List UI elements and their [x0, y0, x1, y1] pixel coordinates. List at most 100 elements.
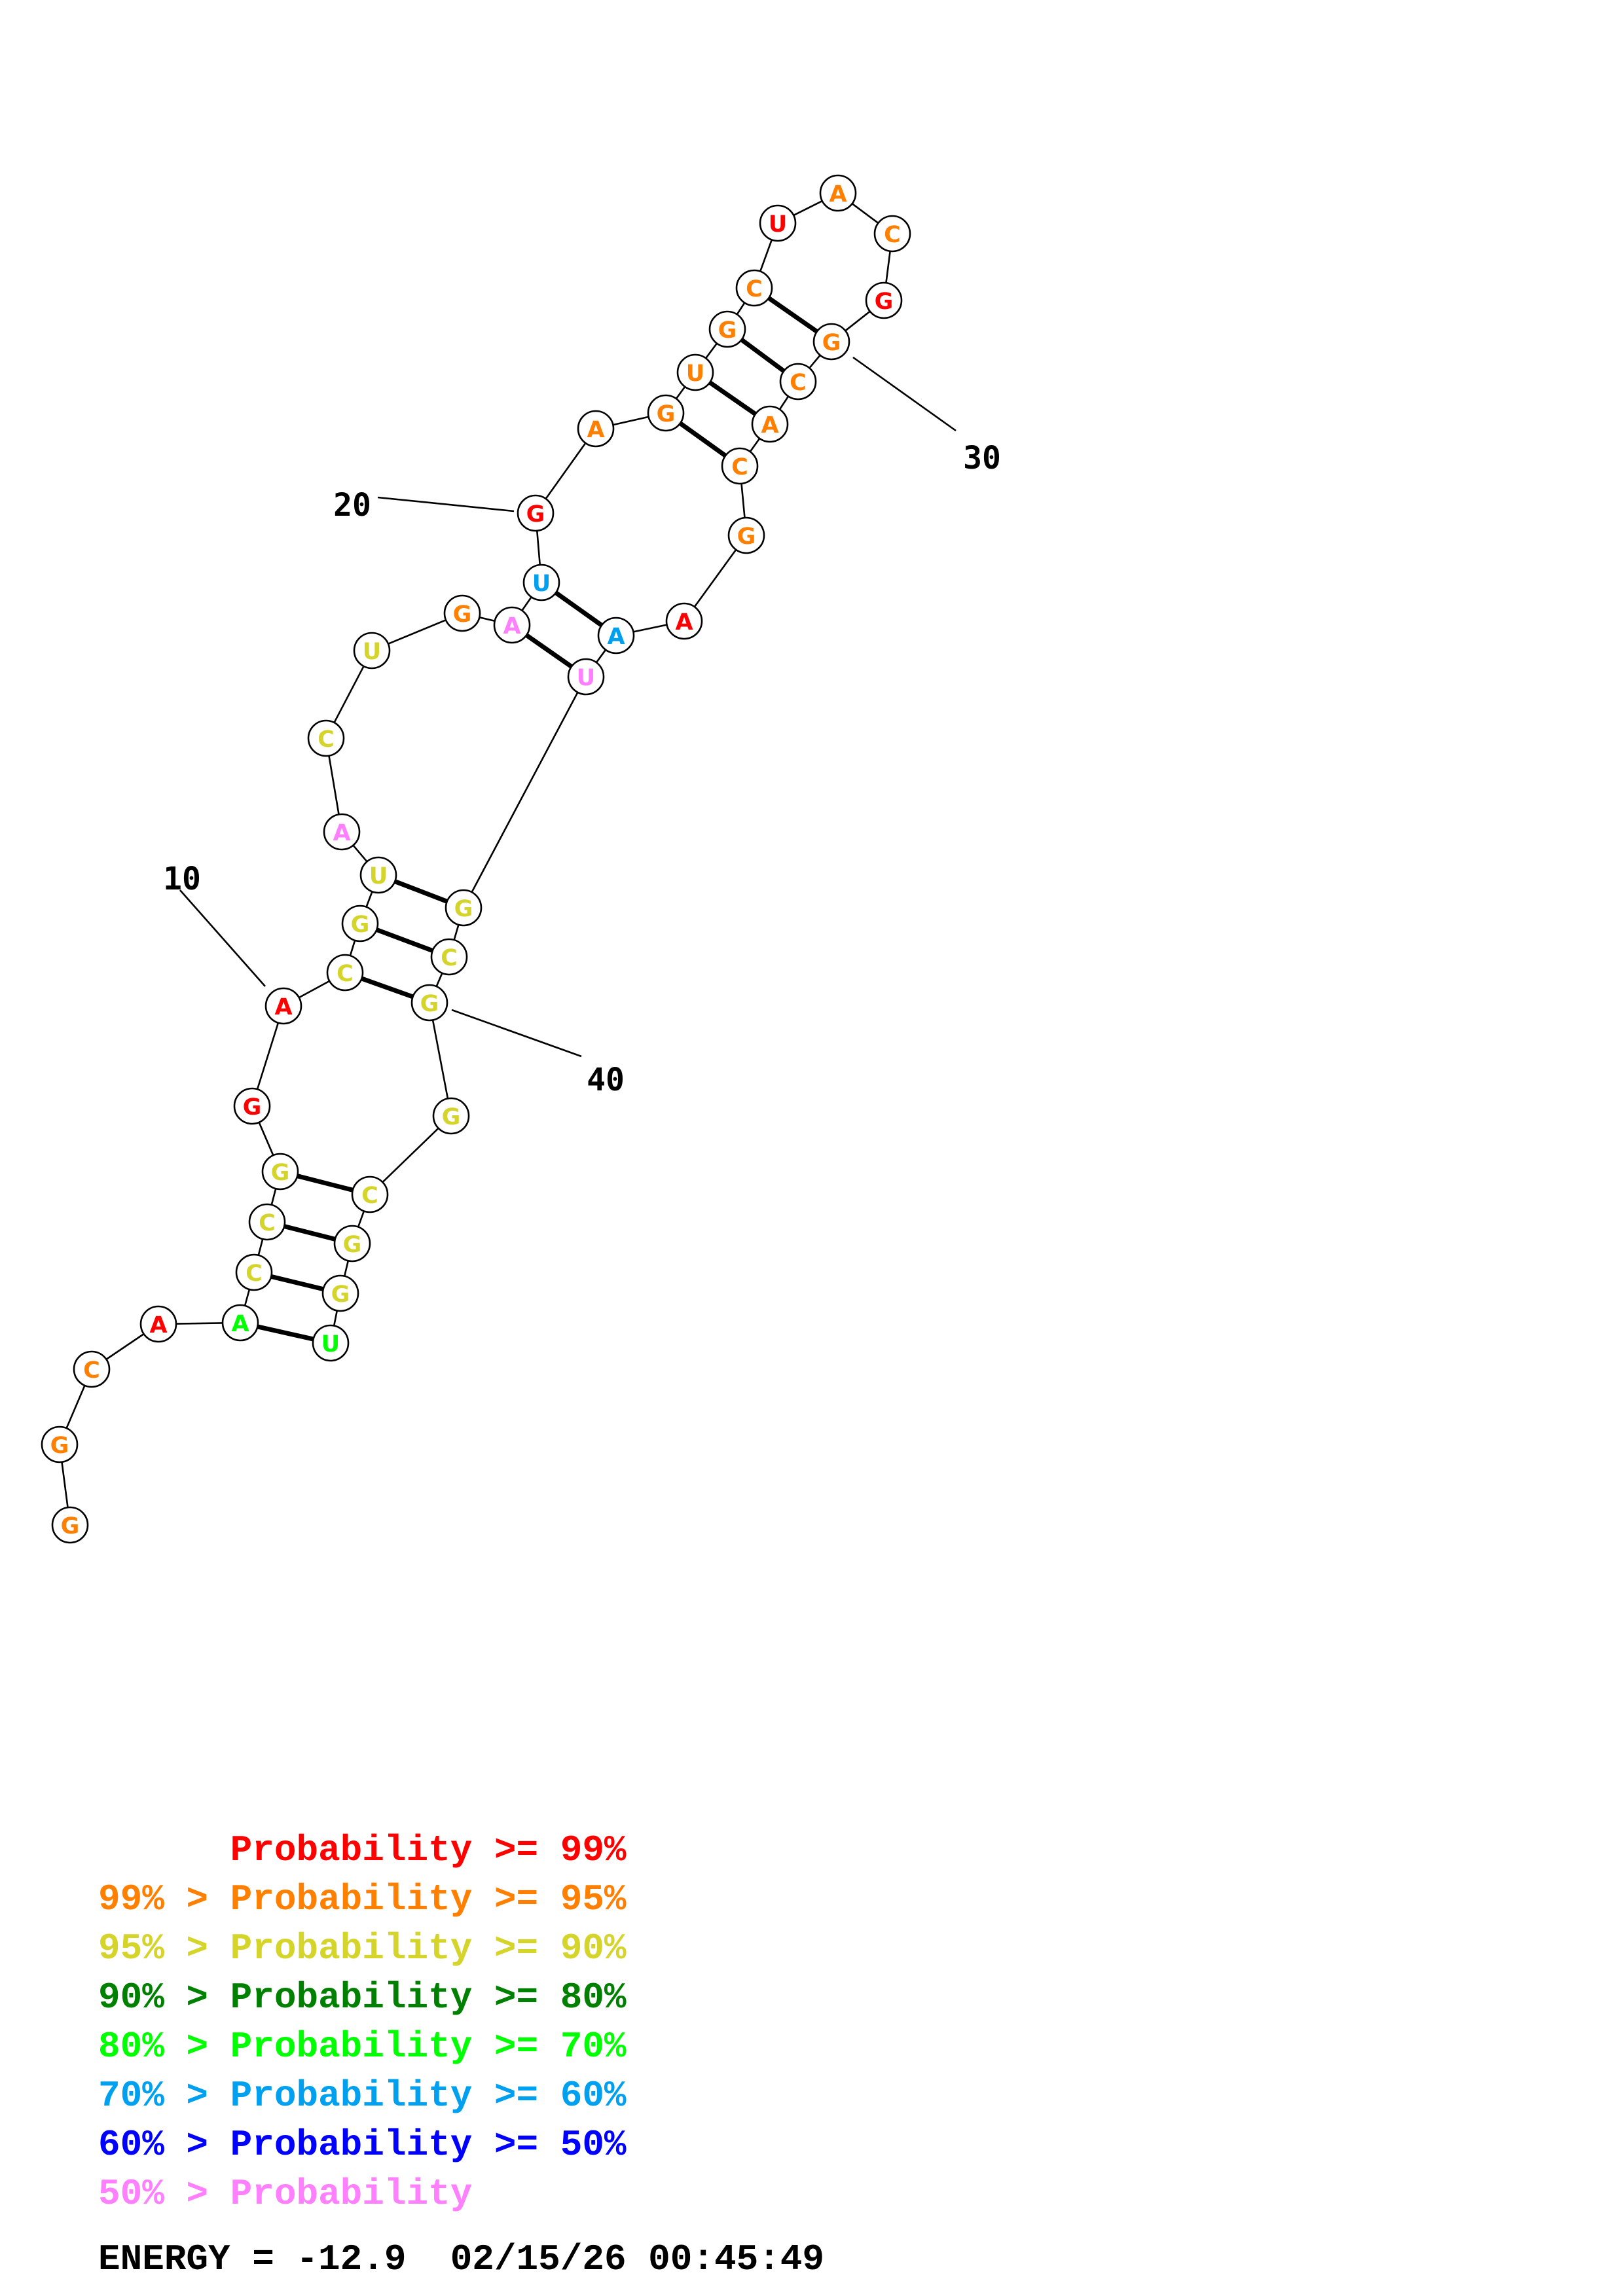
nucleotide-circle: [430, 938, 468, 976]
base-pair-bond: [678, 421, 727, 458]
legend-row: Probability >= 99%: [98, 1826, 627, 1875]
nucleotide-letter: C: [441, 945, 458, 971]
backbone-link: [705, 342, 718, 359]
backbone-link: [357, 1210, 365, 1228]
nucleotide-letter: G: [442, 1104, 461, 1130]
backbone-link: [845, 310, 871, 332]
nucleotide-circle: [321, 1274, 359, 1312]
nucleotide-circle: [233, 1087, 271, 1125]
nucleotide: C: [735, 269, 773, 307]
position-label: 30: [963, 440, 1001, 476]
timestamp: 02/15/26 00:45:49: [450, 2238, 824, 2280]
legend-prefix: 90% >: [98, 1977, 230, 2018]
nucleotide: G: [321, 1274, 359, 1312]
nucleotide-letter: G: [737, 524, 756, 550]
backbone-link: [343, 1260, 350, 1277]
legend-label: Probability >= 95%: [230, 1878, 627, 1920]
nucleotide-letter: G: [271, 1160, 290, 1186]
backbone-link: [471, 692, 579, 893]
nucleotide-circle: [812, 323, 850, 361]
nucleotide: A: [323, 813, 361, 851]
nucleotide-letter: G: [351, 912, 370, 938]
energy-value: -12.9: [296, 2238, 407, 2280]
legend-label: Probability >= 70%: [230, 2026, 627, 2068]
nucleotide: G: [41, 1426, 79, 1463]
nucleotide-letter: G: [331, 1282, 350, 1308]
nucleotide-letter: U: [577, 665, 595, 691]
nucleotide-circle: [819, 174, 857, 212]
nucleotide-circle: [751, 405, 789, 443]
nucleotide-letter: U: [769, 211, 787, 238]
nucleotide: U: [522, 564, 560, 601]
backbone-link: [349, 940, 356, 956]
backbone-link: [793, 200, 823, 217]
backbone-link: [633, 624, 667, 633]
backbone-link: [595, 649, 607, 663]
nucleotide-letter: G: [243, 1094, 262, 1121]
nucleotide-circle: [445, 889, 483, 927]
nucleotide: A: [139, 1305, 177, 1343]
nucleotide-letter: A: [829, 181, 847, 207]
base-pair-bond: [376, 927, 433, 953]
nucleotide: G: [341, 905, 379, 942]
position-label: 10: [163, 861, 201, 897]
nucleotide-letter: C: [246, 1261, 263, 1287]
backbone-link: [382, 1127, 439, 1183]
nucleotide-letter: C: [731, 454, 748, 480]
nucleotide-circle: [139, 1305, 177, 1343]
nucleotide: U: [359, 856, 397, 894]
nucleotide: C: [248, 1203, 286, 1241]
nucleotide-circle: [261, 1153, 299, 1191]
backbone-link: [693, 549, 737, 607]
nucleotide: C: [430, 938, 468, 976]
nucleotide: G: [410, 984, 448, 1022]
nucleotide-letter: G: [420, 991, 439, 1017]
nucleotide-circle: [326, 954, 364, 992]
nucleotide-circle: [727, 516, 765, 554]
backbone-link: [333, 666, 365, 723]
nucleotide-letter: G: [875, 289, 894, 315]
nucleotide: G: [51, 1506, 89, 1544]
legend-label: Probability >= 50%: [230, 2124, 627, 2166]
nucleotide-circle: [323, 813, 361, 851]
nucleotide-letter: G: [822, 330, 841, 356]
nucleotide-circle: [665, 602, 703, 640]
nucleotide: G: [517, 494, 555, 532]
nucleotide-letter: A: [675, 609, 693, 636]
nucleotide-letter: A: [149, 1312, 167, 1338]
nucleotide-circle: [248, 1203, 286, 1241]
nucleotide: A: [577, 410, 615, 448]
backbone-layer: [61, 200, 891, 1508]
nucleotide: C: [779, 363, 817, 401]
nucleotide-letter: A: [333, 820, 350, 846]
nucleotide-letter: G: [657, 401, 676, 427]
nucleotide-circle: [312, 1324, 350, 1362]
backbone-link: [270, 1188, 277, 1206]
backbone-link: [352, 844, 368, 863]
nucleotide-circle: [865, 281, 903, 319]
nucleotide-circle: [647, 394, 685, 432]
energy-label: ENERGY =: [98, 2238, 297, 2280]
nucleotide-circle: [517, 494, 555, 532]
nucleotide-letter: A: [607, 624, 625, 650]
nucleotide: G: [443, 594, 481, 632]
nucleotide-circle: [567, 658, 605, 696]
nucleotide: A: [264, 987, 302, 1025]
legend-prefix: 80% >: [98, 2026, 230, 2068]
nucleotide-circle: [41, 1426, 79, 1463]
nucleotide-letter: G: [718, 317, 737, 344]
nucleotide-letter: U: [369, 863, 388, 889]
legend-label: Probability >= 80%: [230, 1977, 627, 2018]
legend-label: Probability >= 99%: [230, 1829, 627, 1871]
nucleotide: G: [333, 1225, 371, 1263]
base-pair-bond: [767, 296, 818, 334]
legend-row: 99% > Probability >= 95%: [98, 1875, 627, 1924]
nucleotide: C: [307, 719, 345, 757]
nucleotide-letter: C: [790, 370, 807, 396]
legend-row: 80% > Probability >= 70%: [98, 2022, 627, 2072]
nucleotide-letter: G: [50, 1433, 69, 1459]
backbone-link: [749, 438, 761, 452]
nucleotide-circle: [873, 215, 911, 253]
backbone-link: [521, 596, 532, 611]
